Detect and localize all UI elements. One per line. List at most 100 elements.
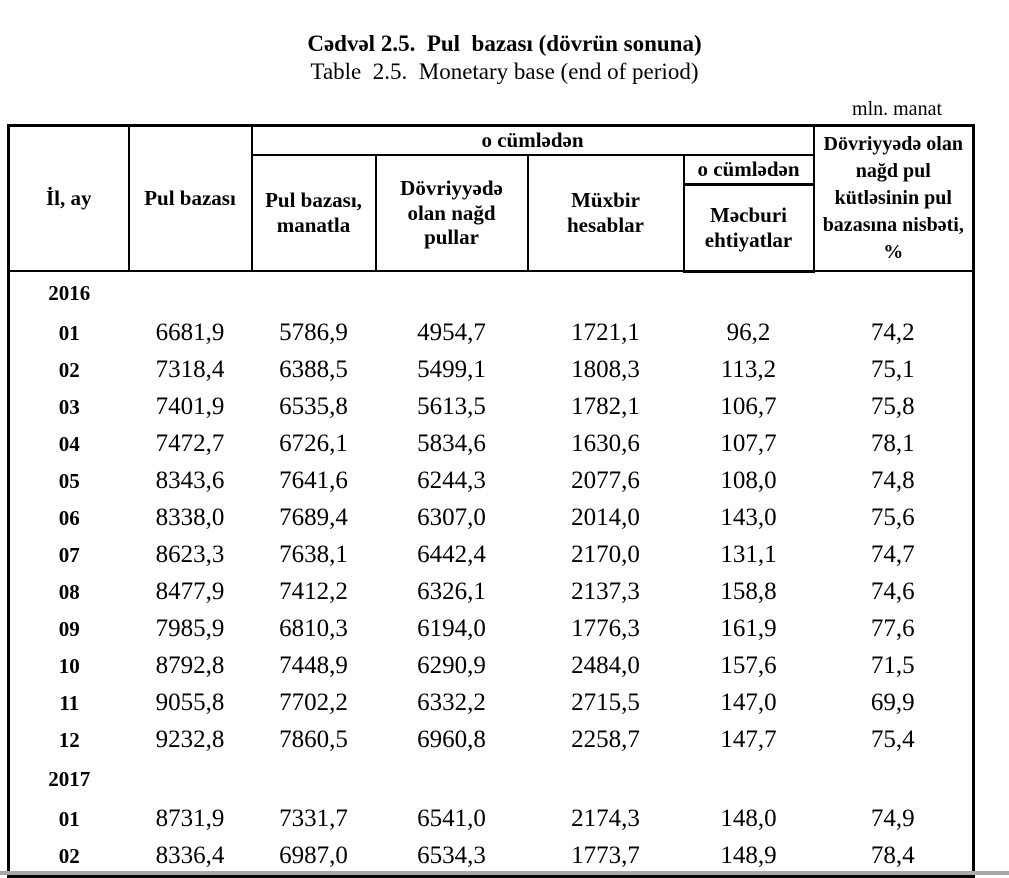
value-cell: 8731,9 [155,805,225,833]
value-cell: 77,6 [870,615,915,643]
row-label: 09 [58,616,80,641]
data-row: 11 9055,8 7702,2 6332,2 2715,5 147,0 69,9 [9,685,974,722]
header-correspondent-accounts: Müxbir hesablar [526,153,685,273]
value-cell: 2014,0 [571,504,640,532]
data-row: 10 8792,8 7448,9 6290,9 2484,0 157,6 71,5 [9,648,974,685]
data-row: 07 8623,3 7638,1 6442,4 2170,0 131,1 74,7 [9,537,974,574]
value-cell: 75,8 [870,393,915,421]
value-cell: 158,8 [720,578,777,606]
data-row: 06 8338,0 7689,4 6307,0 2014,0 143,0 75,6 [9,500,974,537]
value-cell: 7472,7 [155,430,225,458]
value-cell: 7689,4 [279,504,348,532]
value-cell: 1773,7 [571,842,640,870]
value-cell: 6726,1 [279,430,348,458]
data-row: 08 8477,9 7412,2 6326,1 2137,3 158,8 74,6 [9,574,974,611]
row-label: 01 [58,806,80,831]
value-cell: 7702,2 [279,689,348,717]
value-cell: 6987,0 [279,842,348,870]
year-row: 2016 [9,271,974,315]
value-cell [528,271,684,315]
value-cell [129,271,252,315]
value-cell [814,271,974,315]
value-cell: 8338,0 [155,504,225,532]
value-cell: 9232,8 [155,726,225,754]
value-cell: 2174,3 [571,805,640,833]
value-cell: 75,1 [870,356,915,384]
value-cell [528,759,684,801]
value-cell: 71,5 [870,652,915,680]
value-cell: 6535,8 [279,393,348,421]
value-cell: 6194,0 [417,615,486,643]
title-azerbaijani: Cədvəl 2.5. Pul bazası (dövrün sonuna) [307,31,702,56]
row-label: 05 [58,468,80,493]
data-row: 12 9232,8 7860,5 6960,8 2258,7 147,7 75,4 [9,722,974,759]
data-row: 03 7401,9 6535,8 5613,5 1782,1 106,7 75,8 [9,389,974,426]
value-cell: 6290,9 [417,652,486,680]
value-cell [129,759,252,801]
row-label: 03 [58,394,80,419]
value-cell: 5613,5 [417,393,486,421]
header-required-reserves: Məcburi ehtiyatlar [682,183,815,273]
value-cell: 69,9 [870,689,915,717]
value-cell [814,759,974,801]
header-year-month: İl, ay [7,124,130,273]
value-cell: 6442,4 [417,541,486,569]
value-cell: 7412,2 [279,578,348,606]
value-cell: 107,7 [720,430,777,458]
value-cell: 6332,2 [417,689,486,717]
data-row: 05 8343,6 7641,6 6244,3 2077,6 108,0 74,8 [9,463,974,500]
header-subgroup-of-which: o cümlədən [682,153,815,186]
value-cell: 8336,4 [155,842,225,870]
value-cell [684,271,814,315]
table-body: 2016 01 6681,9 5786,9 4954,7 1721,1 96,2 74,2 02… [9,271,974,876]
value-cell: 74,8 [870,467,915,495]
value-cell: 4954,7 [417,319,486,347]
value-cell: 131,1 [720,541,777,569]
value-cell [376,271,528,315]
value-cell: 148,9 [720,842,777,870]
value-cell: 8623,3 [155,541,225,569]
value-cell: 78,1 [870,430,915,458]
value-cell: 74,9 [870,805,915,833]
value-cell: 147,7 [720,726,777,754]
value-cell: 5786,9 [279,319,348,347]
value-cell: 78,4 [870,842,915,870]
value-cell: 74,7 [870,541,915,569]
year-row: 2017 [9,759,974,801]
data-row: 02 8336,4 6987,0 6534,3 1773,7 148,9 78,4 [9,838,974,877]
header-monetary-base: Pul bazası [127,124,253,273]
data-row: 01 8731,9 7331,7 6541,0 2174,3 148,0 74,9 [9,801,974,838]
page-cutoff-line [0,871,1009,875]
value-cell: 108,0 [720,467,777,495]
row-label: 08 [58,579,80,604]
table-header: İl, ay Pul bazası o cümlədən Dövriyyədə … [7,124,975,273]
table-titles: Cədvəl 2.5. Pul bazası (dövrün sonuna) T… [0,30,1009,86]
value-cell: 2170,0 [571,541,640,569]
value-cell: 6960,8 [417,726,486,754]
value-cell: 8343,6 [155,467,225,495]
row-label: 11 [59,690,80,715]
row-label: 02 [58,843,80,868]
value-cell: 96,2 [726,319,771,347]
row-label: 02 [58,357,80,382]
value-cell: 6681,9 [155,319,225,347]
row-label: 01 [58,320,80,345]
value-cell [252,759,376,801]
value-cell: 7641,6 [279,467,348,495]
value-cell: 7448,9 [279,652,348,680]
data-row: 01 6681,9 5786,9 4954,7 1721,1 96,2 74,2 [9,315,974,352]
value-cell: 8477,9 [155,578,225,606]
value-cell: 75,4 [870,726,915,754]
value-cell: 6541,0 [417,805,486,833]
value-cell: 148,0 [720,805,777,833]
row-label: 12 [58,727,80,752]
value-cell: 7401,9 [155,393,225,421]
data-row: 04 7472,7 6726,1 5834,6 1630,6 107,7 78,1 [9,426,974,463]
title-english: Table 2.5. Monetary base (end of period) [310,59,699,84]
value-cell: 75,6 [870,504,915,532]
value-cell: 2715,5 [571,689,640,717]
value-cell: 6307,0 [417,504,486,532]
value-cell: 74,2 [870,319,915,347]
value-cell: 7860,5 [279,726,348,754]
row-label: 10 [58,653,80,678]
